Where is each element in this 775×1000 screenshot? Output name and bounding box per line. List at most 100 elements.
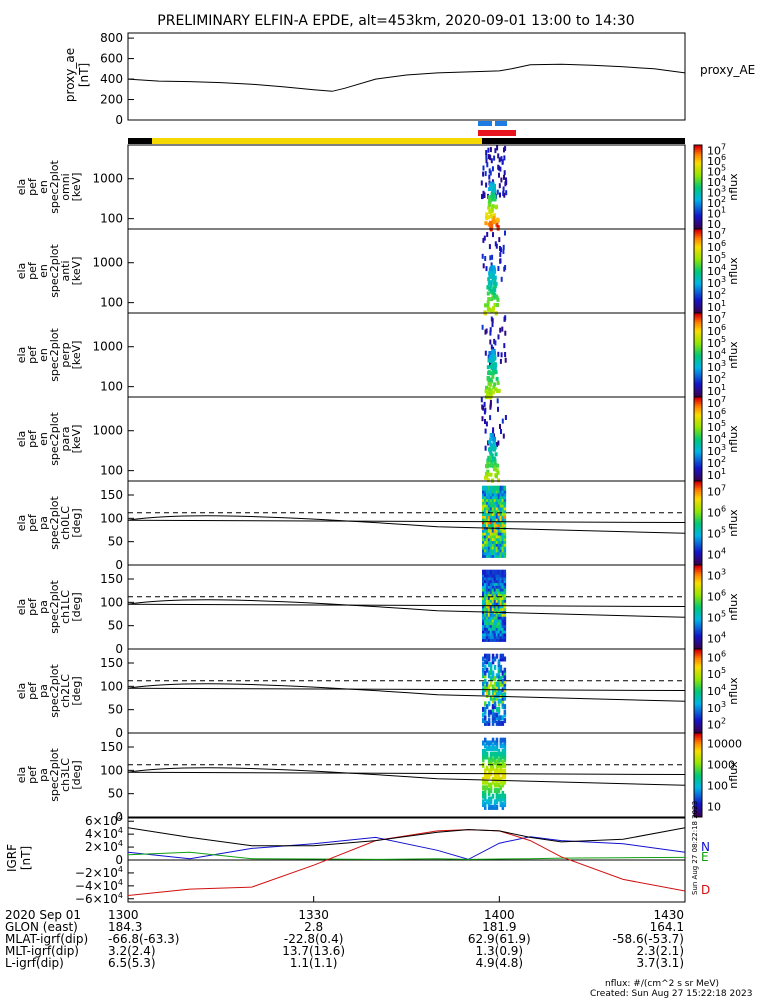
pa-cell (491, 575, 495, 581)
colorbar-cell (694, 703, 702, 707)
panel-ytick-label: 50 (108, 619, 123, 633)
colorbar-label: nflux (727, 593, 740, 621)
pa-cell (485, 653, 489, 659)
tick-base: 10 (707, 457, 721, 470)
pa-cell (501, 804, 505, 810)
spectrogram-cell (489, 220, 493, 225)
colorbar-cell (694, 768, 702, 772)
pa-cell (482, 762, 485, 768)
colorbar-cell (694, 243, 702, 247)
colorbar-cell (694, 640, 702, 644)
tick-base: −4×10 (75, 879, 118, 893)
pa-cell (495, 496, 499, 502)
pa-cell (497, 611, 501, 617)
pa-cell (495, 569, 499, 575)
pa-cell (499, 572, 503, 578)
pa-cell (501, 622, 505, 628)
panel-ylabel-line: en (37, 432, 50, 446)
colorbar-cell (694, 510, 702, 513)
colorbar-cell (694, 560, 702, 564)
spectrogram-cell (492, 464, 495, 469)
pa-cell (487, 538, 491, 544)
colorbar-cell (694, 619, 702, 623)
pa-cell (501, 673, 505, 679)
pa-cell (501, 527, 505, 533)
pa-cell (487, 547, 491, 553)
panel-ylabel-line: [deg] (70, 508, 83, 537)
colorbar-cell (694, 489, 702, 492)
colorbar-tick-label: 103 (707, 184, 726, 199)
orbit-row-value: 1.3(0.9) (476, 944, 524, 958)
colorbar-cell (694, 445, 702, 448)
spectrogram-cell (484, 221, 488, 226)
pa-cell (487, 589, 491, 595)
pa-cell (503, 690, 507, 696)
spectrogram-cell (496, 389, 500, 394)
pa-cell (503, 737, 507, 743)
pa-cell (485, 510, 489, 516)
tick-exponent: 1 (721, 383, 726, 392)
colorbar-tick-label: 105 (707, 251, 726, 266)
panel-ylabel-line: pef (26, 597, 39, 616)
colorbar-cell (694, 766, 702, 770)
pa-cell (487, 611, 491, 617)
colorbar-cell (694, 485, 702, 488)
colorbar-cell (694, 733, 702, 736)
pa-cell (501, 586, 505, 592)
spectrogram-speckle (500, 177, 503, 183)
pa-cell (482, 793, 485, 799)
pa-cell (493, 580, 497, 586)
colorbar-tick-label: 10 (707, 218, 721, 231)
pa-cell (497, 620, 501, 626)
orbit-row-value: 1330 (298, 908, 329, 922)
footer-units: nflux: #/(cm^2 s sr MeV) (605, 979, 719, 989)
spectrogram-cell (495, 468, 499, 473)
pa-cell (495, 533, 499, 539)
pa-cell (482, 754, 485, 760)
pa-cell (497, 681, 501, 687)
pa-cell (493, 776, 497, 782)
colorbar-cell (694, 644, 702, 648)
spectrogram-cell (488, 202, 492, 207)
pa-cell (491, 499, 495, 505)
spectrogram-cell (487, 277, 491, 282)
igrf-ytick-label: 6×104 (85, 813, 123, 828)
spectrogram-speckle (482, 263, 485, 269)
pa-cell (491, 720, 495, 726)
pa-cell (501, 488, 505, 494)
spectrogram-speckle (497, 165, 500, 171)
colorbar-cell (694, 226, 702, 230)
pa-cell (485, 578, 489, 584)
colorbar-cell (694, 728, 702, 732)
pa-cell (497, 508, 501, 514)
colorbar-cell (694, 718, 702, 721)
orbit-row-label: 2020 Sep 01 (5, 908, 81, 922)
spectrogram-cell (487, 187, 491, 192)
pa-cell (485, 516, 489, 522)
pa-cell (491, 524, 495, 530)
pa-cell (495, 634, 499, 640)
spectrogram-cell (496, 463, 500, 468)
pa-cell (495, 575, 499, 581)
pa-cell (487, 530, 491, 536)
pa-cell (497, 547, 501, 553)
colorbar-cell (694, 336, 702, 339)
pa-cell (482, 681, 485, 687)
colorbar-cell (694, 785, 702, 789)
pa-cell (482, 552, 485, 558)
igrf-ytick-label: 4×104 (85, 826, 123, 841)
pa-cell (497, 608, 501, 614)
pa-cell (497, 634, 501, 640)
spectrogram-speckle (500, 429, 502, 434)
colorbar-cell (694, 220, 702, 224)
colorbar-cell (694, 537, 702, 541)
spectrogram-speckle (490, 344, 493, 350)
spectrogram-cell (487, 358, 491, 363)
colorbar-tick-label: 104 (707, 347, 726, 362)
tick-base: 10 (707, 570, 721, 583)
pa-cell (497, 502, 501, 508)
pa-cell (484, 790, 487, 796)
colorbar-cell (694, 628, 702, 631)
energy-spectrogram-3: 1001000elapefenspec2plotpara[keV]1011021… (15, 395, 740, 483)
